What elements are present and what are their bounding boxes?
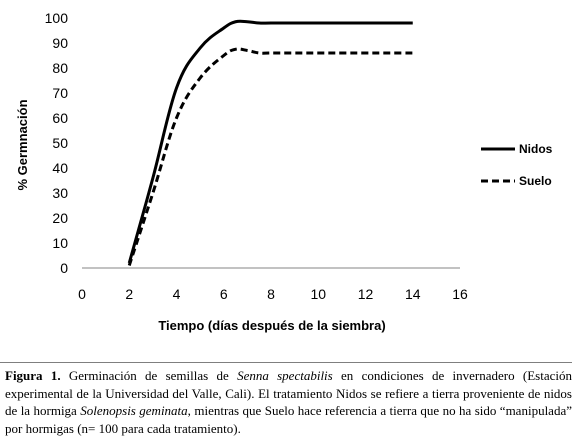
caption-species-2: Solenopsis geminata	[80, 403, 188, 418]
x-tick-label: 4	[173, 286, 181, 302]
legend-label-nidos: Nidos	[519, 142, 553, 156]
x-tick-label: 10	[310, 286, 326, 302]
germination-chart: 0 2 4 6 8 10 12 14 16 0 10 20 30 40 50 60 70 80 90 100 Nido…	[15, 10, 553, 333]
caption-species-1: Senna spectabilis	[237, 368, 333, 383]
y-tick-label: 60	[52, 110, 68, 126]
caption-text-1: Germinación de semillas de	[60, 368, 238, 383]
y-tick-label: 70	[52, 85, 68, 101]
y-tick-label: 0	[60, 260, 68, 276]
series-line-suelo	[127, 47, 413, 266]
x-tick-label: 12	[358, 286, 374, 302]
caption-label: Figura 1.	[5, 368, 61, 383]
x-tick-label: 0	[78, 286, 86, 302]
caption-text-3: , mientras que Suelo hace referencia a t…	[5, 403, 572, 436]
y-axis-label: % Germnación	[15, 99, 30, 190]
y-tick-label: 50	[52, 135, 68, 151]
y-tick-label: 30	[52, 185, 68, 201]
legend-label-suelo: Suelo	[519, 174, 552, 188]
chart-axes: 0 2 4 6 8 10 12 14 16 0 10 20 30 40 50 60 70 80 90 100	[45, 10, 468, 302]
y-tick-label: 40	[52, 160, 68, 176]
chart-series	[127, 19, 413, 266]
figure-caption: Figura 1. Germinación de semillas de Sen…	[0, 362, 572, 442]
x-tick-label: 6	[220, 286, 228, 302]
y-tick-label: 90	[52, 35, 68, 51]
series-line-nidos	[127, 19, 413, 264]
x-tick-label: 16	[452, 286, 468, 302]
y-tick-label: 20	[52, 210, 68, 226]
x-axis-label: Tiempo (días después de la siembra)	[158, 318, 385, 333]
chart-legend: Nidos Suelo	[481, 142, 553, 188]
x-tick-label: 2	[125, 286, 133, 302]
x-tick-label: 14	[405, 286, 421, 302]
caption-text-2: en condiciones de invernadero (Estación …	[5, 368, 572, 418]
y-tick-label: 10	[52, 235, 68, 251]
y-tick-label: 100	[45, 10, 69, 26]
x-tick-label: 8	[267, 286, 275, 302]
y-tick-label: 80	[52, 60, 68, 76]
